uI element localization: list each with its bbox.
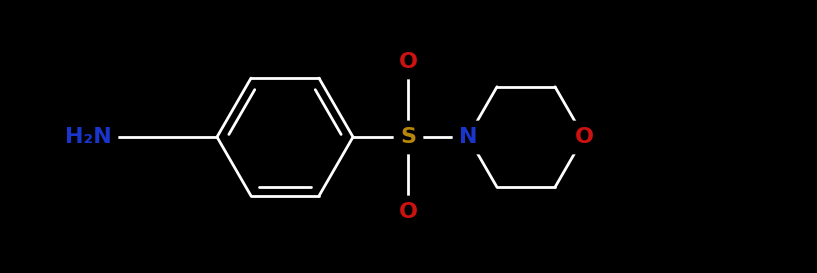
- Text: N: N: [459, 127, 477, 147]
- Text: S: S: [400, 127, 416, 147]
- Text: S: S: [400, 127, 416, 147]
- Text: O: O: [399, 202, 417, 222]
- Text: O: O: [399, 52, 417, 72]
- Text: O: O: [574, 127, 593, 147]
- Text: O: O: [399, 52, 417, 72]
- Text: N: N: [459, 127, 477, 147]
- Text: H₂N: H₂N: [65, 127, 111, 147]
- Text: H₂N: H₂N: [65, 127, 111, 147]
- Text: O: O: [399, 202, 417, 222]
- Text: O: O: [574, 127, 593, 147]
